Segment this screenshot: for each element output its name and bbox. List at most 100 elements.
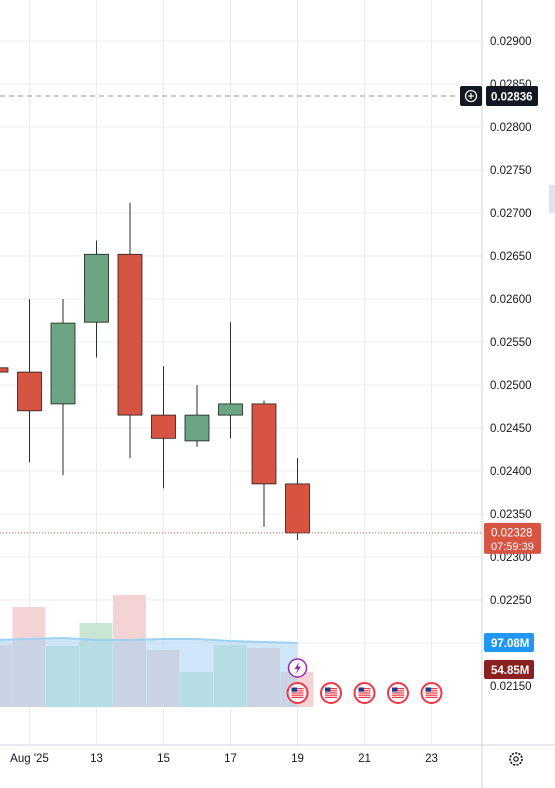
price-tick-label: 0.02600 xyxy=(490,294,532,306)
candle-body xyxy=(17,371,42,412)
lightning-icon xyxy=(294,662,301,674)
time-tick-label: Aug '25 xyxy=(10,753,49,765)
flag-stripe xyxy=(358,696,371,698)
candle-body xyxy=(117,253,143,416)
flag-stripe xyxy=(291,694,304,696)
price-tick-label: 0.02800 xyxy=(490,122,532,134)
flag-stripe xyxy=(358,692,371,694)
flag-stripe xyxy=(425,694,438,696)
candle-body xyxy=(184,414,210,442)
settings-gear-button[interactable] xyxy=(509,752,523,766)
flag-stripe xyxy=(358,688,371,690)
flag-canton xyxy=(425,687,431,692)
flag-stripe xyxy=(358,690,371,692)
flag-stripe xyxy=(358,694,371,696)
countdown-label: 07:59:39 xyxy=(491,541,534,553)
candle-15 xyxy=(151,366,176,489)
volume-badge-label: 97.08M xyxy=(491,638,529,650)
flag-stripe xyxy=(291,690,304,692)
candle-body xyxy=(84,253,109,323)
time-tick-label: 21 xyxy=(358,753,371,765)
economic-event-flag[interactable] xyxy=(387,682,409,704)
volume-badge xyxy=(484,660,534,679)
price-tick-label: 0.02700 xyxy=(490,208,532,220)
candle-13 xyxy=(84,240,109,358)
flag-stripe xyxy=(392,694,404,696)
price-lines xyxy=(0,95,482,534)
volume-pane xyxy=(0,595,314,707)
candle-body xyxy=(0,367,9,373)
flag-stripe xyxy=(325,688,337,690)
time-tick-label: 19 xyxy=(291,753,304,765)
candles xyxy=(0,202,310,540)
flag-stripe xyxy=(425,690,438,692)
axis-top-mask xyxy=(487,0,537,4)
candle-16 xyxy=(184,385,210,447)
candle-18 xyxy=(251,400,277,527)
time-tick-label: 15 xyxy=(157,753,170,765)
dividend-event-marker[interactable] xyxy=(287,658,308,678)
flag-stripe xyxy=(291,692,304,694)
time-tick-label: 17 xyxy=(224,753,237,765)
flag-stripe xyxy=(425,692,438,694)
volume-ma-line xyxy=(0,636,298,644)
flag-stripe xyxy=(291,688,304,690)
flag-canton xyxy=(291,687,297,692)
flag-stripe xyxy=(325,696,337,698)
economic-event-flag[interactable] xyxy=(286,682,309,704)
price-axis[interactable]: 0.029000.028500.028000.027500.027000.026… xyxy=(460,0,555,788)
flag-stripe xyxy=(325,692,337,694)
time-tick-label: 13 xyxy=(90,753,103,765)
price-tick-label: 0.02900 xyxy=(490,36,532,48)
candle-19 xyxy=(285,458,310,540)
candle-10 xyxy=(0,367,9,373)
price-tick-label: 0.02650 xyxy=(490,251,532,263)
flag-canton xyxy=(325,687,331,692)
price-tick-label: 0.02750 xyxy=(490,165,532,177)
time-tick-label: 23 xyxy=(425,753,438,765)
last-price-badge xyxy=(484,522,541,554)
price-tick-label: 0.02300 xyxy=(490,552,532,564)
flag-canton xyxy=(392,687,398,692)
flag-stripe xyxy=(392,692,404,694)
volume-ma-area xyxy=(0,638,298,707)
price-tick-label: 0.02550 xyxy=(490,337,532,349)
candle-11 xyxy=(17,299,42,463)
candle-body xyxy=(251,403,277,485)
economic-event-flag[interactable] xyxy=(353,682,376,704)
flag-stripe xyxy=(325,694,337,696)
scroll-handle xyxy=(549,185,555,213)
gear-icon-center xyxy=(513,756,519,762)
crosshair-price-badge xyxy=(486,86,538,107)
gear-icon xyxy=(509,752,523,766)
economic-event-flag[interactable] xyxy=(320,682,342,704)
candle-14 xyxy=(117,202,143,459)
price-tick-label: 0.02450 xyxy=(490,423,532,435)
crosshair-add-button[interactable] xyxy=(460,86,482,107)
crosshair-price-label: 0.02836 xyxy=(491,92,533,104)
volume-badge-label: 54.85M xyxy=(491,665,529,677)
price-tick-label: 0.02150 xyxy=(490,681,532,693)
last-price-label: 0.02328 xyxy=(491,527,533,539)
volume-badge xyxy=(484,633,534,652)
candle-body xyxy=(218,403,243,416)
flag-stripe xyxy=(392,696,404,698)
plus-icon xyxy=(464,89,478,103)
candle-body xyxy=(285,483,310,534)
candle-17 xyxy=(218,322,243,439)
flag-stripe xyxy=(392,690,404,692)
flag-stripe xyxy=(425,688,438,690)
price-tick-label: 0.02250 xyxy=(490,595,532,607)
price-tick-label: 0.02350 xyxy=(490,509,532,521)
flag-canton xyxy=(358,687,364,692)
flag-stripe xyxy=(425,696,438,698)
events xyxy=(286,658,443,704)
price-tick-label: 0.02500 xyxy=(490,380,532,392)
candle-12 xyxy=(50,299,76,476)
time-axis[interactable]: Aug '25 13 15 17 19 21 23 xyxy=(0,744,555,766)
flag-stripe xyxy=(325,690,337,692)
economic-event-flag[interactable] xyxy=(420,682,443,704)
candle-body xyxy=(50,322,76,405)
price-tick-label: 0.02400 xyxy=(490,466,532,478)
